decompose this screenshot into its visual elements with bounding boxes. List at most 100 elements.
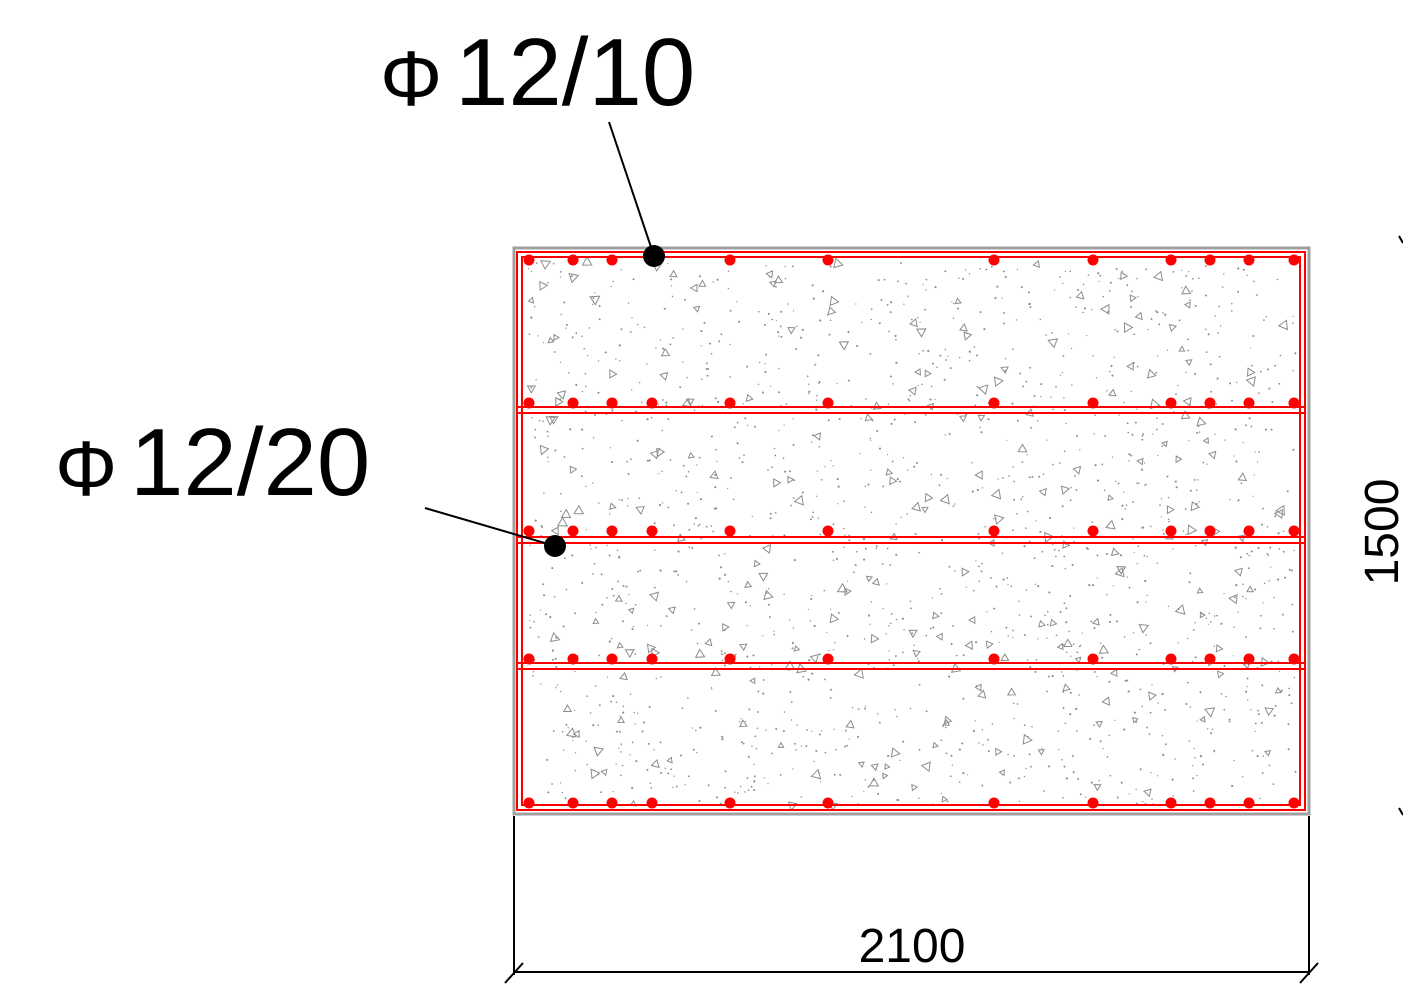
aggregate-dot — [976, 354, 979, 357]
aggregate-dot — [962, 277, 965, 280]
aggregate-dot — [894, 334, 897, 337]
aggregate-dot — [705, 362, 708, 365]
aggregate-dot — [1071, 754, 1074, 757]
aggregate-dot — [1031, 475, 1034, 478]
aggregate-dot — [1172, 795, 1174, 797]
aggregate-dot — [1151, 798, 1153, 800]
aggregate-dot — [1037, 585, 1040, 588]
aggregate-dot — [1277, 660, 1280, 663]
aggregate-dot — [801, 328, 804, 331]
aggregate-dot — [586, 695, 589, 697]
aggregate-dot — [907, 398, 910, 401]
aggregate-dot — [897, 799, 900, 801]
aggregate-dot — [675, 489, 678, 492]
aggregate-dot — [1094, 414, 1096, 416]
aggregate-triangle — [1047, 338, 1059, 349]
aggregate-dot — [622, 584, 625, 587]
aggregate-dot — [611, 409, 614, 412]
aggregate-dot — [620, 328, 623, 331]
aggregate-dot — [1013, 480, 1015, 483]
aggregate-dot — [700, 378, 703, 381]
aggregate-dot — [1152, 433, 1154, 435]
aggregate-dot — [1104, 434, 1107, 437]
aggregate-dot — [1194, 545, 1197, 547]
aggregate-dot — [698, 456, 701, 459]
aggregate-triangle — [1062, 638, 1073, 648]
aggregate-dot — [1195, 489, 1198, 491]
aggregate-dot — [930, 473, 933, 476]
aggregate-dot — [615, 358, 617, 360]
aggregate-dot — [894, 709, 896, 711]
aggregate-dot — [767, 312, 770, 315]
aggregate-triangle — [829, 295, 840, 307]
aggregate-dot — [1267, 554, 1270, 557]
aggregate-dot — [844, 729, 847, 732]
aggregate-dot — [1058, 462, 1061, 464]
dimension-tick — [1398, 235, 1403, 244]
aggregate-dot — [890, 613, 893, 615]
aggregate-dot — [944, 348, 947, 351]
aggregate-dot — [830, 688, 833, 691]
aggregate-dot — [761, 391, 764, 394]
aggregate-dot — [753, 775, 756, 778]
aggregate-dot — [1166, 349, 1169, 351]
aggregate-dot — [1254, 722, 1257, 725]
rebar-dot — [523, 525, 535, 537]
aggregate-dot — [940, 539, 944, 542]
aggregate-dot — [617, 580, 619, 583]
aggregate-dot — [768, 603, 770, 606]
aggregate-dot — [618, 498, 620, 501]
aggregate-dot — [1069, 499, 1072, 502]
aggregate-dot — [1025, 380, 1028, 383]
aggregate-dot — [1091, 584, 1094, 587]
aggregate-dot — [631, 317, 633, 319]
aggregate-dot — [775, 727, 778, 730]
aggregate-dot — [784, 277, 787, 280]
aggregate-dot — [554, 657, 557, 660]
aggregate-dot — [790, 504, 792, 507]
aggregate-dot — [746, 365, 749, 368]
aggregate-dot — [1243, 540, 1245, 542]
aggregate-triangle — [968, 615, 976, 625]
aggregate-dot — [1229, 382, 1232, 385]
aggregate-dot — [634, 603, 637, 606]
aggregate-triangle — [912, 649, 921, 658]
aggregate-dot — [812, 511, 815, 514]
aggregate-dot — [1063, 555, 1066, 558]
aggregate-dot — [1248, 554, 1250, 557]
aggregate-dot — [1115, 267, 1118, 270]
aggregate-dot — [1150, 318, 1153, 321]
aggregate-dot — [819, 533, 822, 536]
aggregate-dot — [1121, 518, 1124, 521]
aggregate-dot — [620, 743, 623, 745]
aggregate-triangle — [556, 390, 567, 400]
aggregate-dot — [1135, 653, 1138, 656]
aggregate-dot — [1019, 372, 1022, 375]
aggregate-dot — [1185, 702, 1188, 706]
aggregate-dot — [847, 580, 849, 582]
aggregate-dot — [774, 511, 777, 514]
rebar-dot — [1165, 397, 1177, 409]
aggregate-dot — [677, 550, 680, 553]
aggregate-dot — [646, 418, 649, 421]
aggregate-dot — [915, 461, 919, 464]
aggregate-dot — [532, 670, 535, 673]
aggregate-dot — [810, 597, 813, 601]
aggregate-dot — [670, 285, 673, 287]
aggregate-dot — [993, 607, 996, 610]
aggregate-dot — [682, 361, 684, 363]
aggregate-dot — [589, 544, 591, 546]
aggregate-dot — [765, 265, 767, 267]
aggregate-dot — [1205, 328, 1207, 330]
aggregate-dot — [945, 752, 948, 755]
aggregate-dot — [1266, 526, 1269, 528]
aggregate-dot — [934, 286, 937, 289]
aggregate-dot — [1046, 623, 1049, 626]
aggregate-dot — [964, 269, 967, 271]
aggregate-triangle — [589, 295, 601, 306]
aggregate-dot — [622, 711, 625, 714]
aggregate-dot — [698, 275, 701, 278]
aggregate-dot — [1137, 545, 1140, 548]
aggregate-dot — [1276, 278, 1279, 281]
aggregate-dot — [986, 611, 988, 613]
